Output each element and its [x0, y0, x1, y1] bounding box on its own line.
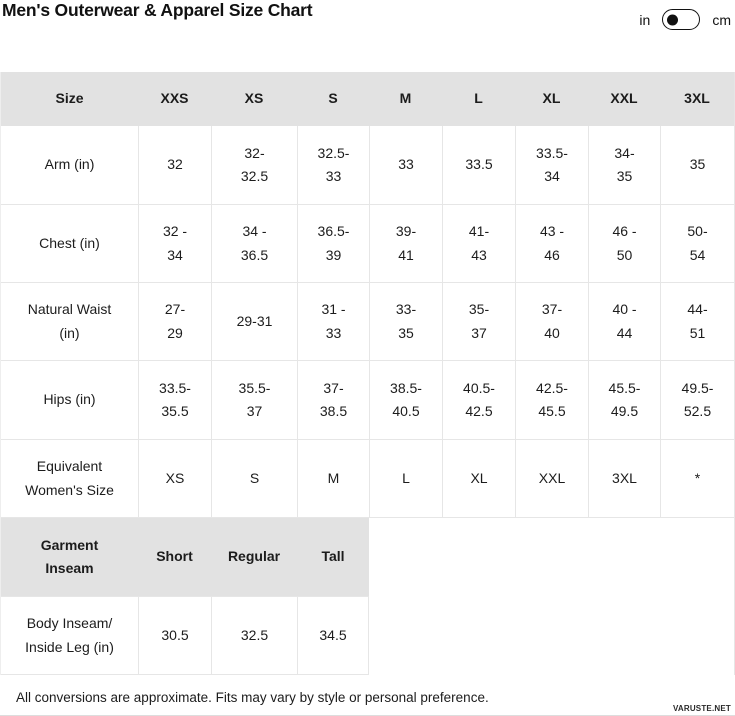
table-row-equivalent-womens-size: Equivalent Women's Size XS S M L XL XXL …	[1, 440, 734, 518]
cell-value: 33.5- 35.5	[138, 361, 211, 440]
column-header-size: Size	[1, 72, 138, 126]
row-label: Garment Inseam	[1, 518, 138, 597]
row-label: Chest (in)	[1, 205, 138, 283]
cell-value: 46 - 50	[588, 205, 660, 283]
cell-value: 34 - 36.5	[211, 205, 297, 283]
column-header-regular: Regular	[211, 518, 297, 597]
cell-value: S	[211, 440, 297, 518]
table-row-garment-inseam-header: Garment Inseam Short Regular Tall	[1, 518, 734, 597]
cell-value: 37- 38.5	[297, 361, 369, 440]
unit-toggle-switch[interactable]	[662, 9, 701, 30]
column-header-tall: Tall	[297, 518, 369, 597]
column-header-s: S	[297, 72, 369, 126]
cell-value: 44- 51	[660, 283, 734, 361]
column-header-xs: XS	[211, 72, 297, 126]
unit-cm-label[interactable]: cm	[712, 11, 731, 28]
unit-in-label[interactable]: in	[639, 11, 651, 28]
cell-value: 34.5	[297, 597, 369, 675]
cell-value: 33.5	[442, 126, 515, 205]
cell-value: 35- 37	[442, 283, 515, 361]
cell-value: 39- 41	[369, 205, 442, 283]
row-label: Equivalent Women's Size	[1, 440, 138, 518]
cell-value: 40 - 44	[588, 283, 660, 361]
cell-value: 31 - 33	[297, 283, 369, 361]
cell-value: 38.5- 40.5	[369, 361, 442, 440]
cell-value: L	[369, 440, 442, 518]
column-header-m: M	[369, 72, 442, 126]
cell-value: 42.5- 45.5	[515, 361, 588, 440]
column-header-l: L	[442, 72, 515, 126]
cell-value: 36.5- 39	[297, 205, 369, 283]
row-label: Body Inseam/ Inside Leg (in)	[1, 597, 138, 675]
row-label: Natural Waist (in)	[1, 283, 138, 361]
cell-value: 32 - 34	[138, 205, 211, 283]
cell-value: 32	[138, 126, 211, 205]
column-header-xl: XL	[515, 72, 588, 126]
cell-value: 29-31	[211, 283, 297, 361]
table-row-hips: Hips (in) 33.5- 35.5 35.5- 37 37- 38.5 3…	[1, 361, 734, 440]
cell-value: 30.5	[138, 597, 211, 675]
size-chart-table: Size XXS XS S M L XL XXL 3XL Arm (in) 32…	[0, 72, 735, 675]
table-row-natural-waist: Natural Waist (in) 27- 29 29-31 31 - 33 …	[1, 283, 734, 361]
cell-value: XS	[138, 440, 211, 518]
cell-value: 45.5- 49.5	[588, 361, 660, 440]
cell-value: 43 - 46	[515, 205, 588, 283]
watermark: VARUSTE.NET	[672, 704, 731, 713]
cell-value: M	[297, 440, 369, 518]
cell-value: 41- 43	[442, 205, 515, 283]
cell-value: 35.5- 37	[211, 361, 297, 440]
cell-value: 33- 35	[369, 283, 442, 361]
table-row-body-inseam: Body Inseam/ Inside Leg (in) 30.5 32.5 3…	[1, 597, 734, 675]
cell-value: 32.5- 33	[297, 126, 369, 205]
table-row-chest: Chest (in) 32 - 34 34 - 36.5 36.5- 39 39…	[1, 205, 734, 283]
cell-value: 49.5- 52.5	[660, 361, 734, 440]
row-label: Arm (in)	[1, 126, 138, 205]
cell-value: 27- 29	[138, 283, 211, 361]
cell-value: XXL	[515, 440, 588, 518]
table-header-row: Size XXS XS S M L XL XXL 3XL	[1, 72, 734, 126]
column-header-xxl: XXL	[588, 72, 660, 126]
page-title: Men's Outerwear & Apparel Size Chart	[2, 0, 313, 20]
cell-value: 32.5	[211, 597, 297, 675]
cell-value: XL	[442, 440, 515, 518]
column-header-3xl: 3XL	[660, 72, 734, 126]
cell-value: 34- 35	[588, 126, 660, 205]
column-header-xxs: XXS	[138, 72, 211, 126]
unit-toggle: in cm	[639, 9, 731, 30]
row-label: Hips (in)	[1, 361, 138, 440]
cell-value: 3XL	[588, 440, 660, 518]
toggle-knob-icon	[667, 14, 679, 25]
cell-value: 35	[660, 126, 734, 205]
cell-value: 33.5- 34	[515, 126, 588, 205]
cell-value: 32- 32.5	[211, 126, 297, 205]
cell-value: *	[660, 440, 734, 518]
column-header-short: Short	[138, 518, 211, 597]
table-row-arm: Arm (in) 32 32- 32.5 32.5- 33 33 33.5 33…	[1, 126, 734, 205]
cell-value: 37- 40	[515, 283, 588, 361]
cell-value: 33	[369, 126, 442, 205]
cell-value: 50- 54	[660, 205, 734, 283]
conversion-footnote: All conversions are approximate. Fits ma…	[16, 690, 489, 705]
cell-value: 40.5- 42.5	[442, 361, 515, 440]
